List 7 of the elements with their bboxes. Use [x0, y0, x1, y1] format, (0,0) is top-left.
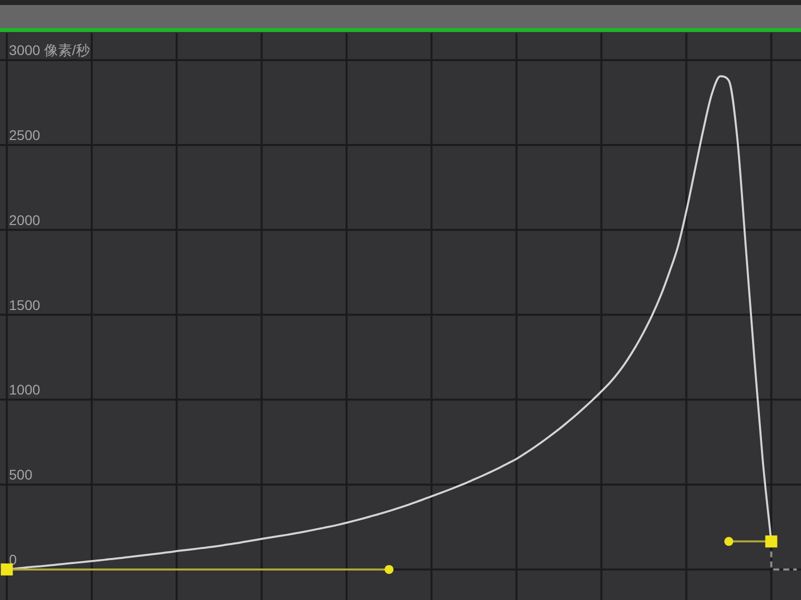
y-tick-label: 2500	[9, 127, 40, 144]
y-tick-label: 2000	[9, 212, 40, 228]
y-tick-label: 3000 像素/秒	[9, 42, 90, 58]
y-tick-label: 1500	[9, 296, 40, 313]
y-tick-label: 500	[9, 466, 33, 483]
y-tick-label: 0	[9, 551, 17, 568]
y-tick-label: 1000	[9, 382, 40, 398]
